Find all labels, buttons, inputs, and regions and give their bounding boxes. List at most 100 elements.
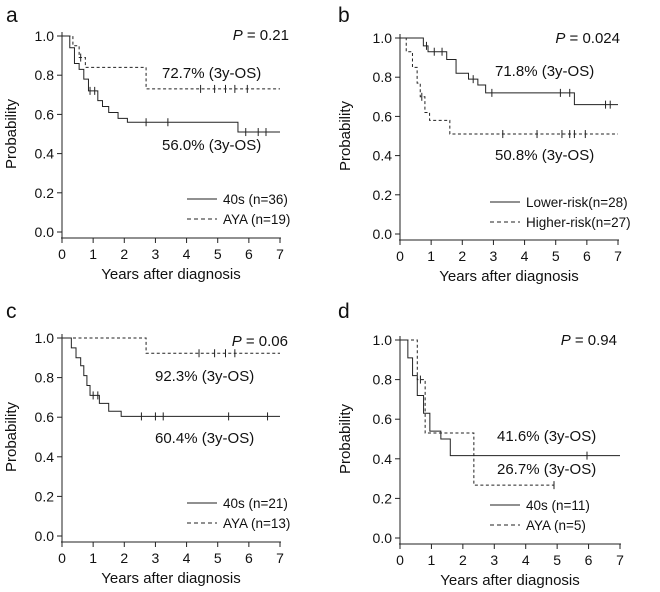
x-axis-title: Years after diagnosis <box>101 570 241 587</box>
km-series-solid <box>62 35 280 137</box>
panel-label: a <box>6 4 18 27</box>
x-tick-label: 1 <box>427 248 435 264</box>
p-value-prefix: P <box>233 27 243 44</box>
axes <box>61 334 281 543</box>
legend-label: Higher-risk(n=27) <box>526 215 631 230</box>
x-tick-label: 3 <box>490 552 498 568</box>
legend-label: AYA (n=19) <box>223 212 290 227</box>
y-tick-label: 0.0 <box>373 530 393 546</box>
axes <box>399 34 619 241</box>
km-series-dashed <box>400 37 618 139</box>
x-tick-label: 5 <box>552 248 560 264</box>
y-axis-title: Probability <box>337 100 354 171</box>
x-tick-label: 4 <box>183 246 191 262</box>
x-tick-label: 4 <box>183 550 191 566</box>
p-value: P = 0.06 <box>232 333 288 350</box>
survival-curve <box>400 339 620 457</box>
p-value: P = 0.21 <box>233 27 289 44</box>
y-tick-label: 0.8 <box>373 372 393 388</box>
legend-label: 40s (n=36) <box>223 192 288 207</box>
panel-label: d <box>338 300 350 323</box>
x-tick-label: 2 <box>459 552 467 568</box>
y-tick-label: 0.6 <box>373 411 393 427</box>
y-tick-label: 0.6 <box>35 106 55 122</box>
x-tick-label: 5 <box>214 550 222 566</box>
x-tick-label: 2 <box>458 248 466 264</box>
x-tick-label: 2 <box>120 246 128 262</box>
x-tick-label: 0 <box>58 246 66 262</box>
y-tick-label: 0.2 <box>373 187 393 203</box>
survival-annotation: 41.6% (3y-OS) <box>497 428 596 445</box>
km-series-dashed <box>400 339 555 490</box>
p-value-number: = 0.21 <box>243 27 289 44</box>
km-panel-c: c 0 1 2 3 4 5 6 7 0.0 0.2 0.4 0.6 0.8 1.0 Years after d… <box>3 300 290 587</box>
p-value: P = 0.94 <box>561 332 617 349</box>
p-value-prefix: P <box>232 333 242 350</box>
y-tick-label: 0.0 <box>35 528 55 544</box>
survival-curve <box>400 37 618 106</box>
y-axis-title: Probability <box>3 401 20 472</box>
survival-annotation: 50.8% (3y-OS) <box>495 147 594 164</box>
km-series-solid <box>62 337 280 421</box>
axes <box>399 336 621 545</box>
y-tick-label: 0.4 <box>35 146 55 162</box>
y-axis-title: Probability <box>3 98 20 169</box>
y-tick-label: 0.4 <box>35 449 55 465</box>
x-tick-label: 6 <box>585 552 593 568</box>
p-value-prefix: P <box>555 30 565 47</box>
y-tick-label: 0.4 <box>373 451 393 467</box>
km-series-solid <box>400 37 618 109</box>
y-tick-label: 0.0 <box>35 224 55 240</box>
x-tick-label: 1 <box>89 246 97 262</box>
y-tick-label: 0.8 <box>373 69 393 85</box>
km-panel-b: b 0 1 2 3 4 5 6 7 0.0 0.2 0.4 0.6 0.8 1.0 Years after d… <box>337 4 631 285</box>
x-tick-label: 4 <box>521 248 529 264</box>
survival-annotation: 71.8% (3y-OS) <box>495 63 594 80</box>
x-tick-label: 7 <box>276 550 284 566</box>
y-tick-label: 0.6 <box>35 409 55 425</box>
p-value-prefix: P <box>561 332 571 349</box>
x-tick-label: 3 <box>152 246 160 262</box>
survival-annotation: 92.3% (3y-OS) <box>155 368 254 385</box>
legend-label: AYA (n=5) <box>526 518 586 533</box>
panel-label: b <box>338 4 350 27</box>
km-panel-a: a 0 1 2 3 4 5 6 7 0.0 0.2 0.4 0.6 0.8 1.0 Years after d… <box>3 4 290 283</box>
x-tick-label: 2 <box>120 550 128 566</box>
x-tick-label: 0 <box>396 248 404 264</box>
p-value-number: = 0.06 <box>242 333 288 350</box>
y-tick-label: 0.2 <box>35 185 55 201</box>
legend-label: 40s (n=21) <box>223 496 288 511</box>
x-tick-label: 3 <box>152 550 160 566</box>
x-tick-label: 5 <box>553 552 561 568</box>
y-tick-label: 1.0 <box>373 332 393 348</box>
x-tick-label: 0 <box>396 552 404 568</box>
y-tick-label: 1.0 <box>35 28 55 44</box>
x-tick-label: 7 <box>616 552 624 568</box>
p-value-number: = 0.024 <box>565 30 620 47</box>
survival-curve <box>400 339 554 486</box>
x-tick-label: 7 <box>276 246 284 262</box>
survival-curve <box>62 337 280 354</box>
survival-curve <box>62 35 280 133</box>
x-tick-label: 6 <box>245 246 253 262</box>
x-tick-label: 3 <box>490 248 498 264</box>
y-tick-label: 1.0 <box>35 330 55 346</box>
legend-label: Lower-risk(n=28) <box>526 195 628 210</box>
y-tick-label: 0.6 <box>373 108 393 124</box>
x-tick-label: 6 <box>245 550 253 566</box>
x-tick-label: 4 <box>522 552 530 568</box>
x-tick-label: 7 <box>614 248 622 264</box>
x-tick-label: 6 <box>583 248 591 264</box>
survival-curve <box>400 37 618 135</box>
x-axis-title: Years after diagnosis <box>439 268 579 285</box>
y-tick-label: 0.0 <box>373 226 393 242</box>
y-tick-label: 0.8 <box>35 67 55 83</box>
legend-label: AYA (n=13) <box>223 516 290 531</box>
legend-label: 40s (n=11) <box>526 498 590 513</box>
survival-curve <box>62 337 280 417</box>
x-tick-label: 1 <box>428 552 436 568</box>
km-series-dashed <box>62 337 280 358</box>
p-value: P = 0.024 <box>555 30 620 47</box>
panel-label: c <box>6 300 17 323</box>
